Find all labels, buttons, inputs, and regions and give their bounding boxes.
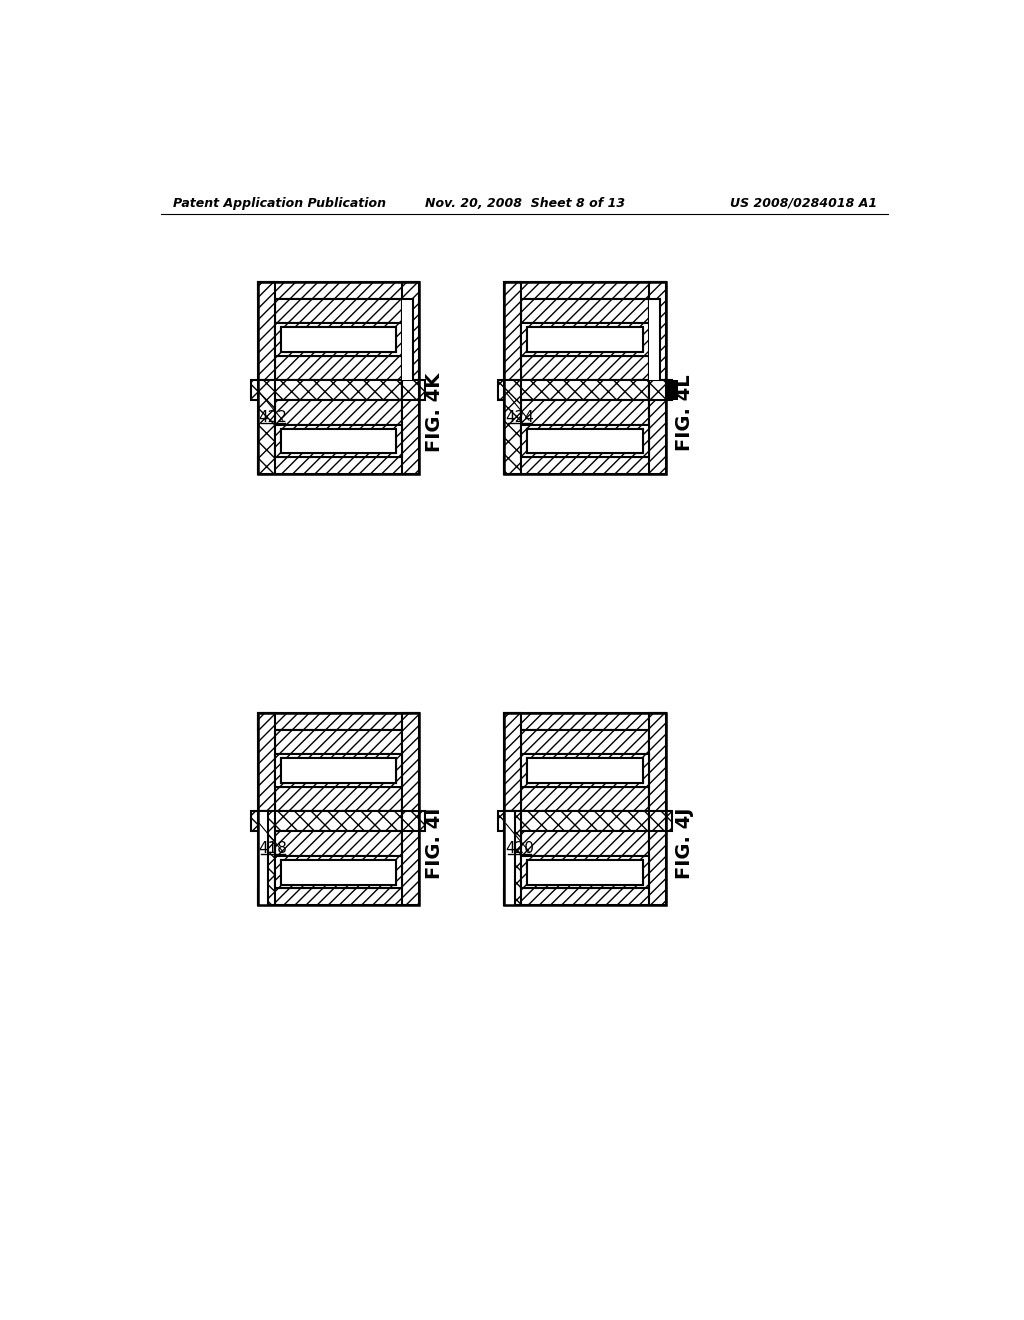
Bar xyxy=(527,859,643,884)
Bar xyxy=(666,380,678,400)
Bar xyxy=(274,787,402,812)
Bar xyxy=(504,380,521,474)
Bar xyxy=(258,812,274,906)
Bar xyxy=(258,281,419,298)
Bar xyxy=(281,429,396,453)
Bar xyxy=(258,713,419,906)
Bar xyxy=(527,758,643,783)
Bar xyxy=(504,281,521,380)
Bar xyxy=(521,832,649,855)
Bar xyxy=(521,787,649,812)
Bar xyxy=(649,713,666,906)
Bar xyxy=(281,758,396,783)
Bar xyxy=(649,380,666,400)
Bar xyxy=(504,713,666,906)
Bar xyxy=(402,713,419,906)
Bar xyxy=(281,327,396,351)
Bar xyxy=(649,298,659,380)
Bar xyxy=(498,812,672,832)
Bar xyxy=(504,281,666,474)
Bar xyxy=(274,298,402,323)
Bar xyxy=(402,812,419,832)
Bar xyxy=(521,355,649,380)
Bar xyxy=(274,832,402,855)
Bar xyxy=(527,429,643,453)
Bar xyxy=(527,429,643,453)
Bar xyxy=(527,327,643,351)
Bar xyxy=(258,713,274,812)
Bar xyxy=(527,758,643,783)
Text: Patent Application Publication: Patent Application Publication xyxy=(173,197,386,210)
Text: FIG. 4J: FIG. 4J xyxy=(676,808,694,879)
Bar xyxy=(402,298,413,380)
Text: FIG. 4L: FIG. 4L xyxy=(676,374,694,451)
Bar xyxy=(281,327,396,351)
Bar xyxy=(252,380,425,400)
Bar xyxy=(281,429,396,453)
Bar xyxy=(649,281,666,474)
Bar xyxy=(649,812,666,832)
Bar xyxy=(402,380,419,400)
Bar xyxy=(527,859,643,884)
Bar xyxy=(521,755,649,787)
Bar xyxy=(281,758,396,783)
Bar xyxy=(274,730,402,755)
Bar xyxy=(521,298,649,323)
Text: 418: 418 xyxy=(259,841,288,855)
Bar xyxy=(258,812,268,906)
Bar xyxy=(521,855,649,888)
Bar xyxy=(527,327,643,351)
Bar xyxy=(521,730,649,755)
Text: 420: 420 xyxy=(505,841,534,855)
Text: US 2008/0284018 A1: US 2008/0284018 A1 xyxy=(730,197,878,210)
Bar xyxy=(504,281,666,298)
Bar xyxy=(274,400,402,425)
Bar xyxy=(281,859,396,884)
Bar xyxy=(504,713,521,812)
Text: 424: 424 xyxy=(505,409,534,425)
Bar xyxy=(281,859,396,884)
Bar xyxy=(258,457,419,474)
Bar xyxy=(504,457,666,474)
Bar xyxy=(504,812,521,906)
Bar xyxy=(504,713,666,730)
Bar xyxy=(521,400,649,425)
Bar xyxy=(274,425,402,457)
Text: FIG. 4I: FIG. 4I xyxy=(425,808,444,879)
Bar xyxy=(252,812,425,832)
Bar xyxy=(504,888,666,906)
Bar xyxy=(274,855,402,888)
Bar xyxy=(274,323,402,355)
Bar xyxy=(402,281,419,474)
Bar xyxy=(504,812,515,906)
Text: Nov. 20, 2008  Sheet 8 of 13: Nov. 20, 2008 Sheet 8 of 13 xyxy=(425,197,625,210)
Bar xyxy=(258,281,419,474)
Bar xyxy=(258,713,419,730)
Bar xyxy=(498,380,672,400)
Bar xyxy=(258,380,274,474)
Bar xyxy=(258,281,274,380)
Text: 422: 422 xyxy=(259,409,288,425)
Bar xyxy=(521,323,649,355)
Text: FIG. 4K: FIG. 4K xyxy=(425,372,444,453)
Bar xyxy=(274,755,402,787)
Bar xyxy=(274,355,402,380)
Bar xyxy=(258,888,419,906)
Bar xyxy=(521,425,649,457)
